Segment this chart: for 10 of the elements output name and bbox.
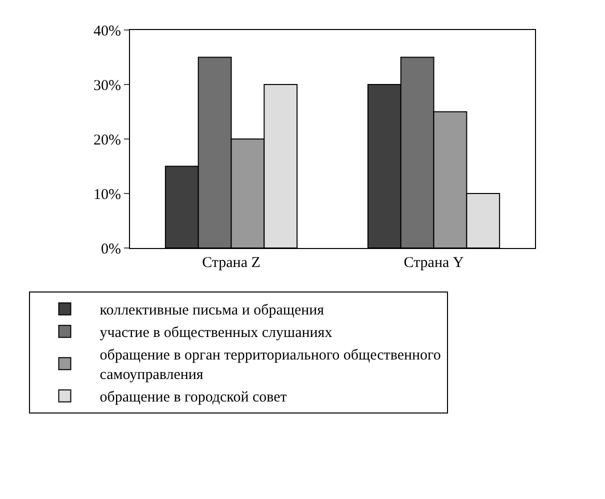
y-tick-label: 10% <box>94 186 121 203</box>
x-tick-label: Страна Y <box>404 255 464 271</box>
y-tick-label: 40% <box>94 23 121 40</box>
y-tick-label: 20% <box>94 132 121 148</box>
y-tick-label: 0% <box>101 241 121 258</box>
legend-label: участие в общественных слушаниях <box>100 325 333 342</box>
legend-label: обращение в городской совет <box>100 390 288 406</box>
y-tick-label: 30% <box>94 78 121 94</box>
x-tick-label: Страна Z <box>202 255 260 271</box>
legend-label: коллективные письма и обращения <box>100 302 324 319</box>
